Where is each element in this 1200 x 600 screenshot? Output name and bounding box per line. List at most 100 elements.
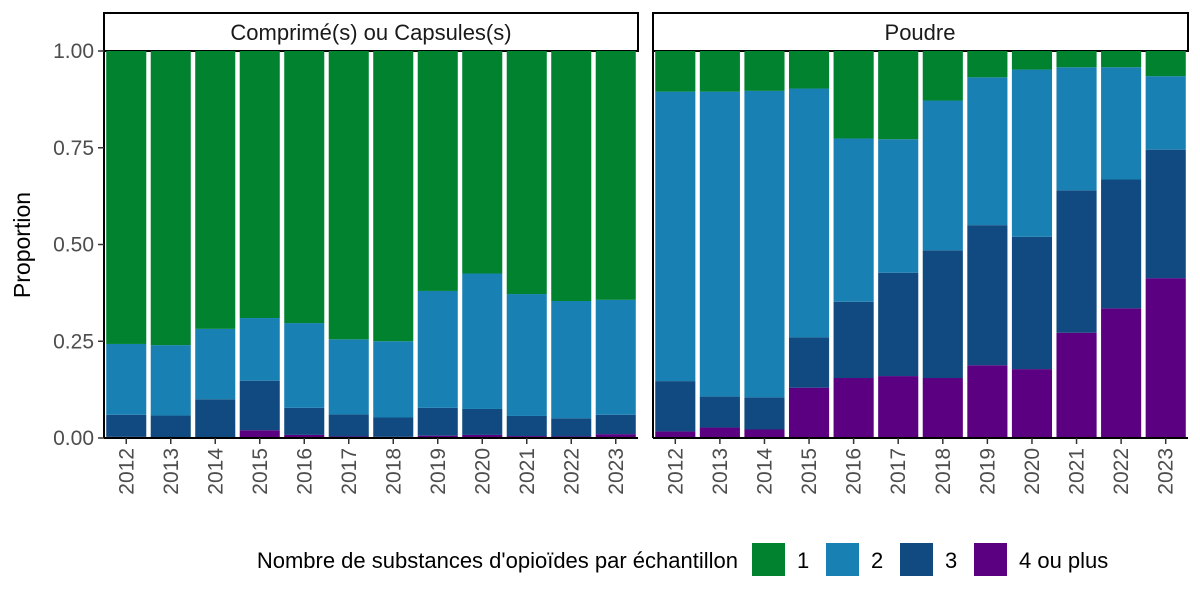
bar-tablets-2017-2 (328, 339, 369, 415)
bar-tablets-2012-2 (106, 343, 147, 415)
bar-powder-2019-3 (967, 225, 1008, 366)
x-tick-label-powder-2016: 2016 (843, 448, 866, 495)
bar-powder-2020-2 (1011, 69, 1053, 237)
bar-powder-2012-3 (655, 381, 696, 432)
bar-powder-2021-1 (1056, 51, 1097, 68)
bar-tablets-2019-2 (417, 290, 458, 408)
bar-powder-2022-1 (1101, 51, 1142, 68)
x-tick-label-powder-2018: 2018 (932, 448, 955, 495)
legend-label-3: 3 (945, 548, 957, 573)
legend-label-2: 2 (871, 548, 883, 573)
panel-powder-bars (655, 51, 1186, 439)
bar-powder-2013-3 (699, 396, 740, 428)
bar-powder-2012-2 (655, 91, 696, 382)
bar-tablets-2022-3 (551, 418, 592, 437)
bar-powder-2021-2 (1056, 67, 1097, 191)
bar-powder-2018-4-ou-plus (922, 378, 963, 438)
bar-tablets-2020-4-ou-plus (462, 434, 503, 438)
bar-tablets-2022-1 (551, 51, 592, 301)
bar-tablets-2015-4-ou-plus (239, 430, 280, 438)
bar-tablets-2015-1 (239, 51, 280, 319)
legend-label-4-ou-plus: 4 ou plus (1019, 548, 1108, 573)
x-tick-label-tablets-2017: 2017 (338, 448, 361, 495)
bar-tablets-2019-4-ou-plus (417, 435, 458, 438)
bar-tablets-2020-3 (462, 408, 503, 435)
bar-tablets-2018-2 (373, 341, 414, 418)
x-tick-label-tablets-2021: 2021 (516, 448, 539, 495)
bar-powder-2017-1 (878, 51, 919, 140)
panel-powder: Poudre 2012 2013 2014 2015 2016 2017 2018 2019 2… (652, 12, 1189, 495)
bar-powder-2023-3 (1145, 149, 1186, 279)
bar-tablets-2013-1 (150, 51, 191, 346)
bar-tablets-2021-3 (506, 415, 547, 437)
bar-powder-2014-2 (744, 90, 785, 398)
y-tick-label-1-00: 1.00 (53, 40, 94, 63)
bar-tablets-2012-1 (106, 51, 147, 344)
bar-powder-2022-3 (1101, 179, 1142, 309)
bar-tablets-2012-3 (106, 414, 147, 437)
bar-powder-2020-1 (1011, 51, 1053, 70)
x-tick-label-tablets-2016: 2016 (293, 448, 316, 495)
bar-tablets-2013-3 (150, 415, 191, 438)
bar-powder-2012-1 (655, 51, 696, 92)
bar-powder-2019-4-ou-plus (967, 365, 1008, 438)
x-tick-label-powder-2020: 2020 (1021, 448, 1044, 495)
bar-powder-2012-4-ou-plus (655, 431, 696, 438)
x-tick-label-tablets-2018: 2018 (382, 448, 405, 495)
bar-powder-2014-1 (744, 51, 785, 91)
bar-powder-2018-2 (922, 100, 963, 251)
panel-tablets-bars (106, 51, 636, 438)
bar-tablets-2018-3 (373, 417, 414, 437)
bar-powder-2013-2 (699, 91, 740, 397)
bar-tablets-2020-1 (462, 51, 503, 274)
x-tick-label-powder-2022: 2022 (1110, 448, 1133, 495)
bar-powder-2021-4-ou-plus (1056, 332, 1097, 438)
panel-tablets-title: Comprimé(s) ou Capsules(s) (230, 20, 511, 45)
bar-tablets-2015-2 (239, 318, 280, 381)
legend-label-1: 1 (797, 548, 809, 573)
bar-tablets-2021-1 (506, 51, 547, 295)
bar-tablets-2023-2 (595, 299, 636, 415)
y-tick-label-0-50: 0.50 (53, 234, 94, 257)
y-tick-label-0-00: 0.00 (53, 427, 94, 450)
x-tick-label-tablets-2023: 2023 (605, 448, 628, 495)
bar-powder-2023-1 (1145, 51, 1186, 77)
bar-tablets-2014-2 (195, 328, 236, 400)
x-tick-label-tablets-2012: 2012 (115, 448, 138, 495)
bar-powder-2016-4-ou-plus (833, 378, 874, 438)
bar-powder-2013-4-ou-plus (699, 427, 740, 438)
bar-tablets-2017-1 (328, 51, 369, 340)
x-tick-label-powder-2015: 2015 (798, 448, 821, 495)
bar-powder-2016-3 (833, 301, 874, 379)
bar-powder-2020-3 (1011, 236, 1053, 370)
bar-powder-2017-3 (878, 272, 919, 377)
bar-powder-2015-1 (788, 51, 830, 89)
legend-swatch-3 (900, 543, 933, 576)
x-tick-label-tablets-2015: 2015 (249, 448, 272, 495)
bar-powder-2022-2 (1101, 67, 1142, 180)
bar-powder-2021-3 (1056, 190, 1097, 333)
bar-tablets-2014-1 (195, 51, 236, 329)
x-tick-label-powder-2014: 2014 (753, 448, 776, 495)
bar-powder-2019-2 (967, 77, 1008, 226)
bar-powder-2016-2 (833, 138, 874, 302)
legend-swatch-4-ou-plus (974, 543, 1007, 576)
bar-powder-2015-4-ou-plus (788, 387, 830, 438)
bar-powder-2014-4-ou-plus (744, 429, 785, 438)
legend-items: 1 2 3 4 ou plus (752, 543, 1108, 576)
bar-powder-2022-4-ou-plus (1101, 308, 1142, 439)
bar-tablets-2019-1 (417, 51, 458, 291)
bar-powder-2013-1 (699, 51, 740, 92)
panel-powder-x-ticks: 2012 2013 2014 2015 2016 2017 2018 2019 2020 2021… (664, 438, 1178, 495)
bar-powder-2019-1 (967, 51, 1008, 78)
bar-tablets-2020-2 (462, 273, 503, 409)
x-tick-label-tablets-2020: 2020 (471, 448, 494, 495)
bar-tablets-2018-1 (373, 51, 414, 342)
x-tick-label-tablets-2022: 2022 (560, 448, 583, 495)
bar-tablets-2016-1 (284, 51, 325, 324)
bar-tablets-2023-4-ou-plus (595, 434, 636, 438)
bar-powder-2016-1 (833, 51, 874, 139)
bar-tablets-2023-1 (595, 51, 636, 300)
x-tick-label-powder-2012: 2012 (664, 448, 687, 495)
